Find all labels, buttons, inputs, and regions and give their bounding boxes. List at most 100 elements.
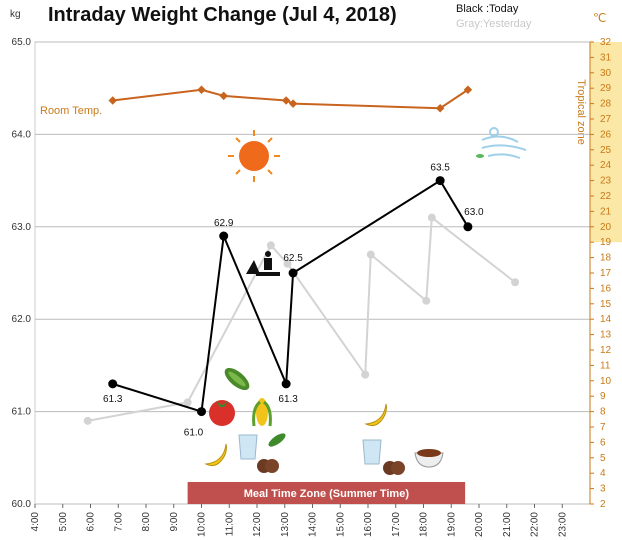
temp-point xyxy=(435,103,445,113)
y2-tick-label: 27 xyxy=(600,114,612,125)
y2-tick-label: 12 xyxy=(600,345,612,356)
x-tick-label: 18:00 xyxy=(419,512,430,537)
data-label: 61.3 xyxy=(103,394,123,405)
x-tick-label: 19:00 xyxy=(446,512,457,537)
data-point xyxy=(511,278,520,287)
data-point xyxy=(266,241,275,250)
y-tick-label: 62.0 xyxy=(12,314,32,325)
y2-tick-label: 19 xyxy=(600,237,612,248)
x-tick-label: 15:00 xyxy=(335,512,346,537)
x-tick-label: 6:00 xyxy=(86,512,97,532)
y2-tick-label: 31 xyxy=(600,52,612,63)
data-point xyxy=(288,268,298,278)
y2-tick-label: 4 xyxy=(600,468,606,479)
chocolate-cookie-icon xyxy=(257,459,279,473)
meal-zone-band xyxy=(187,482,466,504)
series-room-temp xyxy=(108,85,473,113)
edamame-icon xyxy=(268,433,286,447)
series-yesterday xyxy=(83,213,520,425)
x-tick-label: 17:00 xyxy=(391,512,402,537)
y2-tick-label: 24 xyxy=(600,160,612,171)
sun-icon xyxy=(228,130,280,182)
temp-point xyxy=(108,96,117,105)
y2-tick-label: 29 xyxy=(600,83,612,94)
data-point xyxy=(183,398,192,407)
temp-point xyxy=(281,96,291,105)
y2-tick-label: 32 xyxy=(600,37,612,48)
data-point xyxy=(427,213,436,222)
data-point xyxy=(283,259,292,268)
chocolate-cookie-icon xyxy=(383,461,405,475)
meal-zone-label: Meal Time Zone (Summer Time) xyxy=(244,488,410,500)
y2-tick-label: 18 xyxy=(600,253,612,264)
y2-tick-label: 17 xyxy=(600,268,612,279)
y2-tick-label: 9 xyxy=(600,391,606,402)
water-glass-icon xyxy=(362,439,382,465)
y2-tick-label: 3 xyxy=(600,484,606,495)
y-left-unit: kg xyxy=(10,9,21,20)
data-point xyxy=(281,379,291,389)
plot-area xyxy=(34,41,591,505)
corn-icon xyxy=(252,398,272,427)
temp-point xyxy=(219,91,228,101)
y-tick-label: 60.0 xyxy=(12,499,32,510)
x-tick-label: 20:00 xyxy=(474,512,485,537)
y2-tick-label: 21 xyxy=(600,206,612,217)
x-tick-label: 10:00 xyxy=(197,512,208,537)
series-today: 61.3 61.0 62.9 61.3 62.5 63.5 63.0 xyxy=(103,163,484,439)
y2-tick-label: 5 xyxy=(600,453,606,464)
room-temp-label: Room Temp. xyxy=(40,105,102,117)
water-glass-icon xyxy=(238,434,258,460)
data-point xyxy=(361,370,370,379)
tropical-zone-band xyxy=(590,42,622,243)
y2-tick-label: 23 xyxy=(600,176,612,187)
data-point xyxy=(366,250,375,259)
y-tick-label: 63.0 xyxy=(12,222,32,233)
banana-icon xyxy=(364,403,387,427)
temp-point xyxy=(197,85,206,94)
y2-tick-label: 6 xyxy=(600,437,606,448)
x-tick-label: 23:00 xyxy=(557,512,568,537)
x-tick-label: 5:00 xyxy=(58,512,69,532)
series-line xyxy=(112,88,469,110)
data-label: 63.5 xyxy=(430,163,450,174)
y2-tick-label: 14 xyxy=(600,314,612,325)
y-tick-label: 65.0 xyxy=(12,37,32,48)
x-tick-label: 12:00 xyxy=(252,512,263,537)
legend-today: Black :Today xyxy=(456,3,519,15)
data-label: 62.5 xyxy=(283,253,303,264)
x-tick-label: 11:00 xyxy=(224,512,235,537)
data-label: 61.3 xyxy=(278,394,298,405)
soup-bowl-icon xyxy=(414,449,444,468)
x-tick-label: 14:00 xyxy=(308,512,319,537)
data-label: 62.9 xyxy=(214,218,234,229)
y2-tick-label: 16 xyxy=(600,283,612,294)
y2-tick-label: 2 xyxy=(600,499,606,510)
x-tick-label: 22:00 xyxy=(530,512,541,537)
y2-tick-label: 22 xyxy=(600,191,612,202)
x-tick-label: 9:00 xyxy=(169,512,180,532)
data-point xyxy=(463,222,473,232)
data-label: 63.0 xyxy=(464,207,484,218)
gardening-icon xyxy=(246,251,280,276)
data-point xyxy=(108,379,118,389)
tomato-icon xyxy=(209,400,235,426)
x-tick-label: 8:00 xyxy=(141,512,152,532)
x-tick-label: 7:00 xyxy=(113,512,124,532)
data-point xyxy=(83,416,92,425)
banana-icon xyxy=(204,443,227,467)
x-tick-label: 21:00 xyxy=(502,512,513,537)
temp-point xyxy=(463,85,473,94)
gridlines xyxy=(35,41,590,505)
temp-point xyxy=(288,99,298,108)
y2-tick-label: 8 xyxy=(600,407,606,418)
tropical-zone-label: Tropical zone xyxy=(575,79,587,145)
data-point xyxy=(422,296,431,305)
y-axis-left: 60.0 61.0 62.0 63.0 64.0 65.0 xyxy=(12,37,32,510)
y2-tick-label: 7 xyxy=(600,422,606,433)
x-tick-label: 13:00 xyxy=(280,512,291,537)
y-tick-label: 64.0 xyxy=(12,129,32,140)
x-tick-label: 16:00 xyxy=(363,512,374,537)
y2-tick-label: 26 xyxy=(600,129,612,140)
